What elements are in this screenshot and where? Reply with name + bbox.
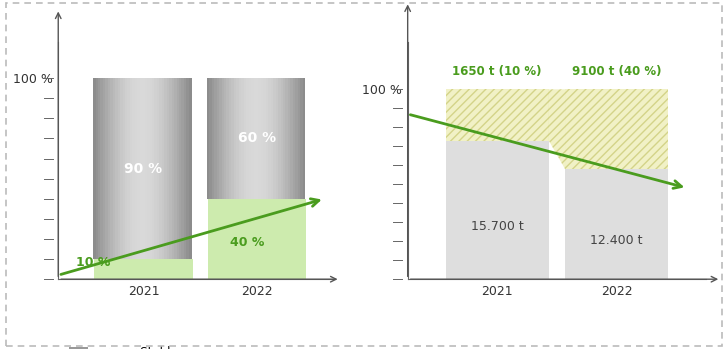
Bar: [232, 78, 234, 199]
Bar: [103, 78, 106, 259]
Bar: [115, 78, 118, 259]
Bar: [237, 78, 239, 199]
Bar: [290, 78, 293, 199]
Bar: [110, 78, 113, 259]
Bar: [264, 78, 266, 199]
Bar: [169, 78, 172, 259]
Bar: [303, 78, 305, 199]
Bar: [280, 78, 283, 199]
Bar: [125, 78, 127, 259]
Bar: [565, 169, 668, 279]
Bar: [283, 78, 285, 199]
Text: 60 %: 60 %: [238, 132, 277, 146]
Bar: [256, 78, 258, 199]
Bar: [122, 78, 125, 259]
Text: 12.400 t: 12.400 t: [590, 234, 643, 247]
Bar: [268, 78, 271, 199]
Bar: [241, 78, 244, 199]
Bar: [253, 78, 256, 199]
Bar: [285, 78, 288, 199]
Bar: [298, 78, 301, 199]
Bar: [234, 78, 237, 199]
Bar: [120, 78, 123, 259]
Bar: [209, 78, 212, 199]
Bar: [224, 78, 226, 199]
Bar: [276, 78, 278, 199]
Text: 10 %: 10 %: [76, 255, 111, 269]
Bar: [214, 78, 217, 199]
Bar: [159, 78, 162, 259]
Text: 9100 t (40 %): 9100 t (40 %): [572, 65, 661, 78]
Bar: [239, 78, 242, 199]
Bar: [149, 78, 152, 259]
Bar: [208, 199, 306, 279]
Bar: [132, 78, 135, 259]
Bar: [244, 78, 246, 199]
Bar: [162, 78, 165, 259]
Bar: [147, 78, 150, 259]
Bar: [95, 259, 193, 279]
Bar: [130, 78, 132, 259]
Bar: [184, 78, 186, 259]
Polygon shape: [549, 89, 565, 169]
Bar: [118, 78, 120, 259]
Bar: [217, 78, 219, 199]
Text: 90 %: 90 %: [124, 162, 162, 176]
Bar: [271, 78, 274, 199]
Bar: [207, 78, 210, 199]
Bar: [179, 78, 182, 259]
Bar: [108, 78, 111, 259]
Bar: [138, 78, 140, 259]
Bar: [293, 78, 296, 199]
Bar: [95, 78, 98, 259]
Bar: [113, 78, 116, 259]
Bar: [258, 78, 261, 199]
Bar: [165, 78, 167, 259]
Bar: [174, 78, 177, 259]
Bar: [189, 78, 191, 259]
Bar: [177, 78, 179, 259]
Bar: [266, 78, 269, 199]
Bar: [565, 89, 668, 169]
Bar: [152, 78, 155, 259]
Legend: grauer Stahl, grüner Stahl: grauer Stahl, grüner Stahl: [64, 341, 175, 349]
Bar: [135, 78, 138, 259]
Bar: [300, 78, 303, 199]
Bar: [251, 78, 254, 199]
Bar: [142, 78, 145, 259]
Bar: [296, 78, 298, 199]
Bar: [181, 78, 184, 259]
Bar: [93, 78, 96, 259]
Text: 1650 t (10 %): 1650 t (10 %): [453, 65, 542, 78]
Bar: [288, 78, 290, 199]
Bar: [248, 78, 251, 199]
Bar: [106, 78, 108, 259]
Text: 40 %: 40 %: [230, 237, 264, 250]
Bar: [127, 78, 130, 259]
Bar: [100, 78, 103, 259]
Bar: [226, 78, 229, 199]
Bar: [98, 78, 100, 259]
Bar: [446, 141, 549, 279]
Bar: [261, 78, 264, 199]
Bar: [140, 78, 143, 259]
Bar: [157, 78, 159, 259]
Bar: [229, 78, 232, 199]
Bar: [172, 78, 175, 259]
Bar: [154, 78, 157, 259]
Bar: [273, 78, 276, 199]
Bar: [246, 78, 249, 199]
Bar: [167, 78, 170, 259]
Bar: [221, 78, 224, 199]
Legend: Eingespartes CO₂: Eingespartes CO₂: [414, 346, 554, 349]
Text: 15.700 t: 15.700 t: [471, 220, 523, 233]
Bar: [212, 78, 215, 199]
Bar: [219, 78, 222, 199]
Bar: [278, 78, 281, 199]
Bar: [446, 89, 549, 141]
Bar: [145, 78, 147, 259]
Bar: [186, 78, 189, 259]
